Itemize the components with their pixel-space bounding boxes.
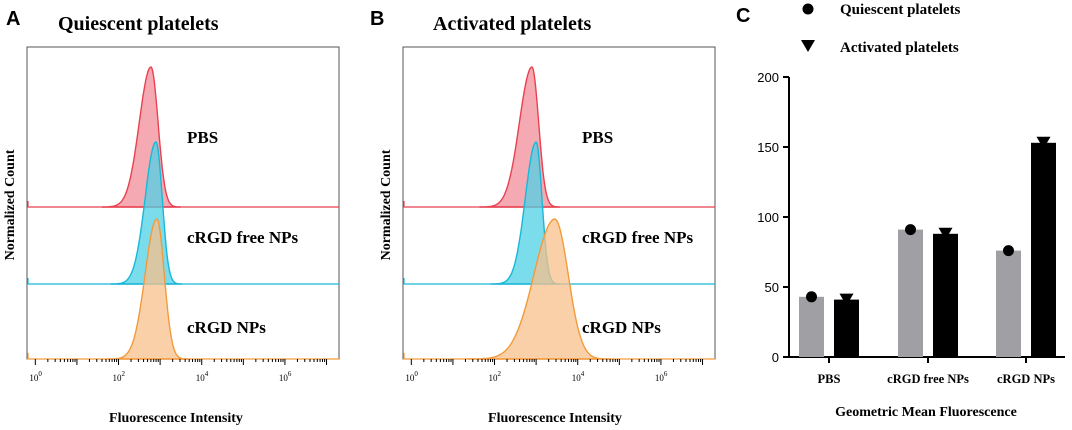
bar-quiescent — [996, 250, 1021, 357]
x-category-label: PBS — [818, 372, 841, 386]
x-tick-label: 102 — [113, 370, 126, 383]
bar-quiescent — [898, 229, 923, 357]
panel-b-ylabel: Normalized Count — [379, 149, 394, 260]
panel-b: B Activated platelets 100 102 104 106 PBS c… — [370, 8, 716, 426]
point-activated — [1036, 136, 1051, 149]
panel-a-letter: A — [6, 8, 20, 30]
x-tick-label: 106 — [655, 370, 668, 383]
bar-activated — [933, 233, 958, 357]
panel-b-letter: B — [370, 8, 384, 30]
point-quiescent — [1003, 245, 1014, 257]
bar-chart: 0 50 100 150 200 PBS cRGD free NPs cRGD NPs — [757, 70, 1065, 386]
point-activated — [839, 293, 854, 306]
panel-b-histograms — [403, 66, 715, 360]
x-tick-label: 102 — [489, 370, 502, 383]
panel-a-frame — [26, 46, 340, 360]
panel-c-xlabel: Geometric Mean Fluorescence — [835, 405, 1017, 420]
panel-a-title: Quiescent platelets — [58, 13, 219, 35]
y-tick-label: 50 — [765, 280, 779, 295]
x-category-label: cRGD free NPs — [887, 372, 969, 386]
panel-a-ylabel: Normalized Count — [3, 149, 18, 260]
x-category-label: cRGD NPs — [997, 372, 1055, 386]
panel-b-xlabel: Fluorescence Intensity — [488, 411, 622, 426]
point-quiescent — [806, 291, 817, 303]
legend-triangle-icon — [801, 40, 815, 52]
panel-b-x-ticks: 100 102 104 106 — [405, 359, 704, 383]
legend-activated: Activated platelets — [840, 40, 959, 56]
panel-b-label-pbs: PBS — [582, 128, 613, 147]
panel-a: A Quiescent platelets 100 102 104 106 PBS c… — [3, 8, 340, 426]
x-tick-label: 104 — [196, 370, 209, 383]
histogram-1 — [102, 66, 181, 208]
legend-circle-icon — [802, 3, 814, 15]
panel-a-label-pbs: PBS — [187, 128, 218, 147]
panel-a-label-crgd: cRGD NPs — [187, 318, 266, 337]
panel-c: C Quiescent platelets Activated platelet… — [736, 2, 1065, 420]
x-tick-label: 100 — [29, 370, 42, 383]
panel-b-title: Activated platelets — [433, 13, 592, 35]
y-tick-label: 150 — [757, 140, 779, 155]
bar-activated — [834, 299, 859, 357]
panel-a-label-crgd-free: cRGD free NPs — [187, 228, 298, 247]
x-tick-label: 106 — [279, 370, 292, 383]
panel-b-label-crgd-free: cRGD free NPs — [582, 228, 693, 247]
y-tick-label: 0 — [772, 350, 779, 365]
point-activated — [938, 227, 953, 240]
histogram-3 — [467, 218, 611, 360]
legend-quiescent: Quiescent platelets — [840, 2, 961, 18]
panel-a-xlabel: Fluorescence Intensity — [109, 411, 243, 426]
y-tick-label: 200 — [757, 70, 779, 85]
x-tick-label: 104 — [572, 370, 585, 383]
y-tick-label: 100 — [757, 210, 779, 225]
histogram-1 — [479, 66, 560, 208]
bar-quiescent — [799, 296, 824, 357]
panel-a-histograms — [27, 66, 339, 360]
bar-activated — [1031, 142, 1056, 357]
panel-b-label-crgd: cRGD NPs — [582, 318, 661, 337]
panel-c-letter: C — [736, 5, 750, 27]
point-quiescent — [905, 224, 916, 236]
histogram-3 — [107, 218, 189, 360]
panel-a-x-ticks: 100 102 104 106 — [29, 359, 328, 383]
histogram-2 — [110, 141, 183, 285]
x-tick-label: 100 — [405, 370, 418, 383]
